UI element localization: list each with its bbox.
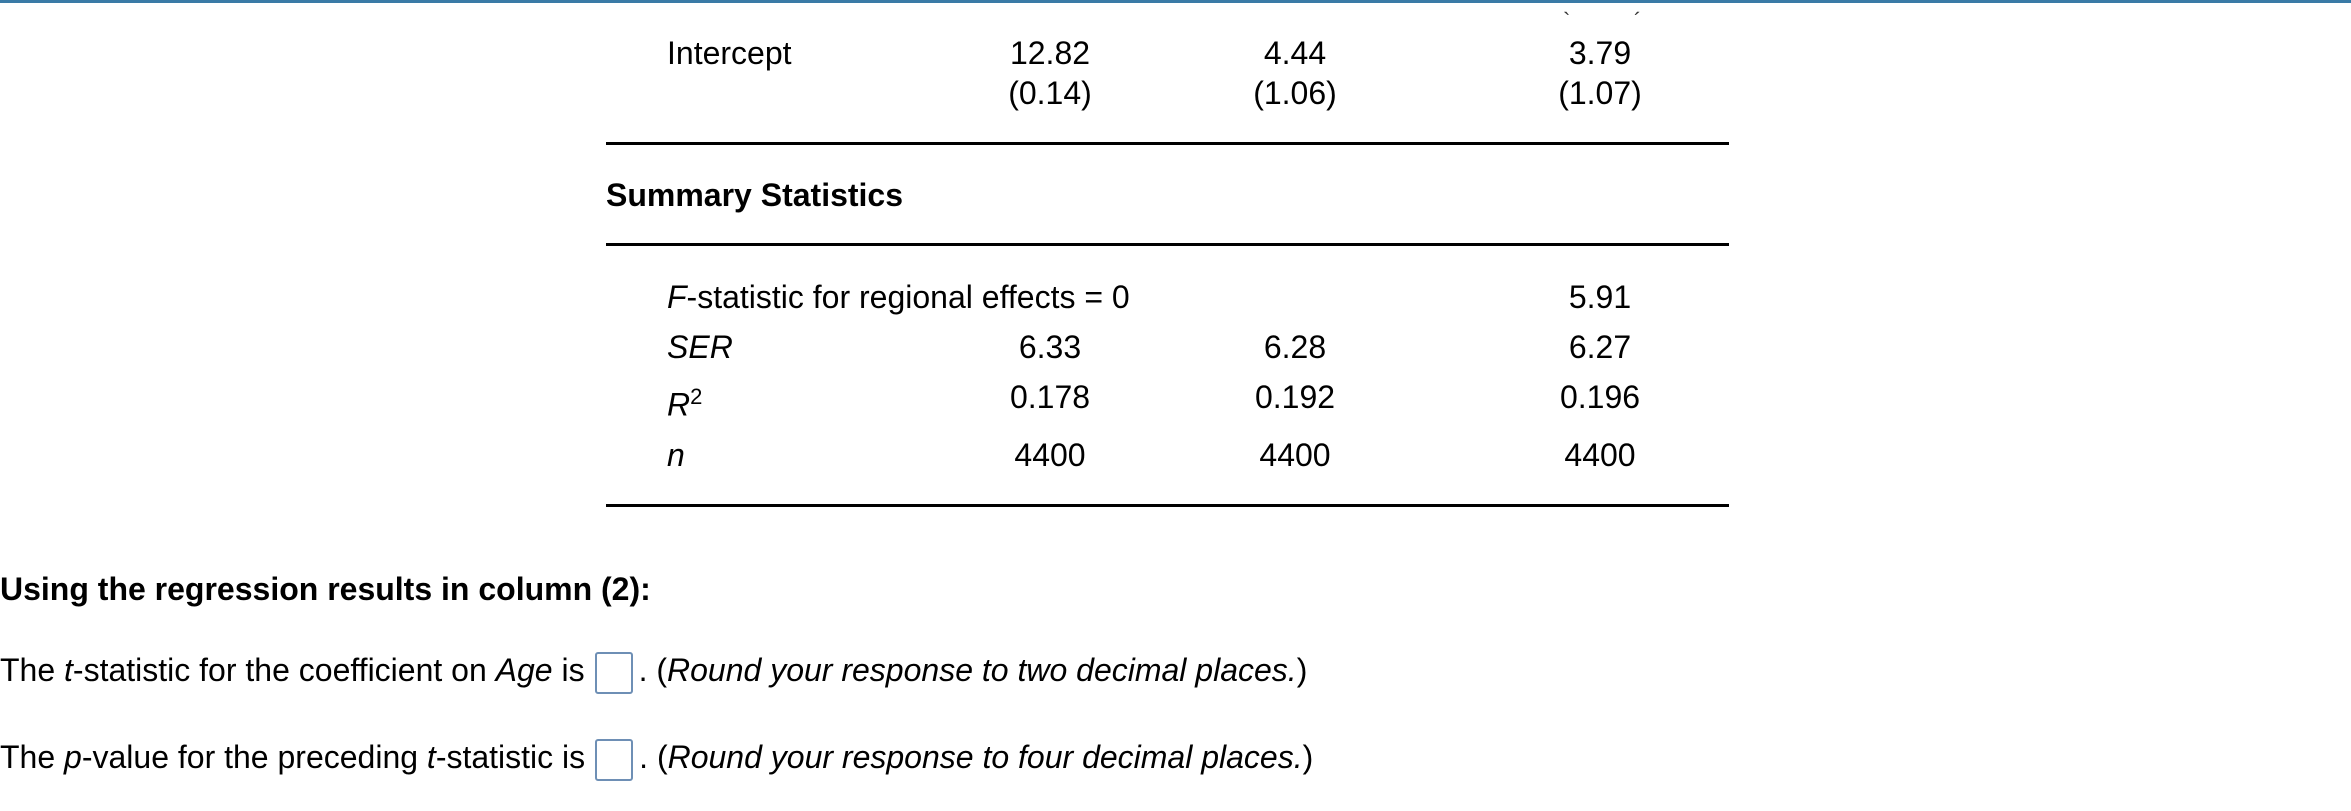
r2-col1: 0.178 <box>1009 379 1091 415</box>
r2-col2: 0.192 <box>1254 379 1336 415</box>
t-statistic-answer-input[interactable] <box>594 651 633 694</box>
intercept-col1-se: (0.14) <box>1008 75 1092 111</box>
table-rule-1 <box>606 142 1729 145</box>
intercept-col3-se: (1.07) <box>1558 75 1642 111</box>
summary-statistics-heading: Summary Statistics <box>606 177 904 213</box>
intercept-label: Intercept <box>667 35 792 71</box>
n-label: n <box>667 437 685 473</box>
ser-col3: 6.27 <box>1568 329 1632 365</box>
question-heading: Using the regression results in column (… <box>0 571 651 607</box>
n-col1: 4400 <box>1014 437 1086 473</box>
table-rule-2 <box>606 243 1729 246</box>
cropped-mark-right: ´ <box>1634 8 1642 33</box>
r2-col3: 0.196 <box>1559 379 1641 415</box>
intercept-col1-coef: 12.82 <box>1009 35 1091 71</box>
n-col2: 4400 <box>1259 437 1331 473</box>
table-rule-3 <box>606 504 1729 507</box>
question-1: The t-statistic for the coefficient on A… <box>0 649 1307 694</box>
intercept-col3-coef: 3.79 <box>1568 35 1632 71</box>
r2-label: R2 <box>667 384 703 423</box>
intercept-col2-se: (1.06) <box>1253 75 1337 111</box>
cropped-mark-left: ` <box>1563 8 1571 33</box>
n-col3: 4400 <box>1564 437 1636 473</box>
intercept-col2-coef: 4.44 <box>1263 35 1327 71</box>
fstat-col3: 5.91 <box>1568 279 1632 315</box>
p-value-answer-input[interactable] <box>595 738 634 781</box>
question-2: The p-value for the preceding t-statisti… <box>0 736 1313 781</box>
ser-col1: 6.33 <box>1018 329 1082 365</box>
ser-label: SER <box>667 329 733 365</box>
fstat-label: F-statistic for regional effects = 0 <box>667 279 1130 315</box>
ser-col2: 6.28 <box>1263 329 1327 365</box>
top-accent-bar <box>0 0 2351 3</box>
